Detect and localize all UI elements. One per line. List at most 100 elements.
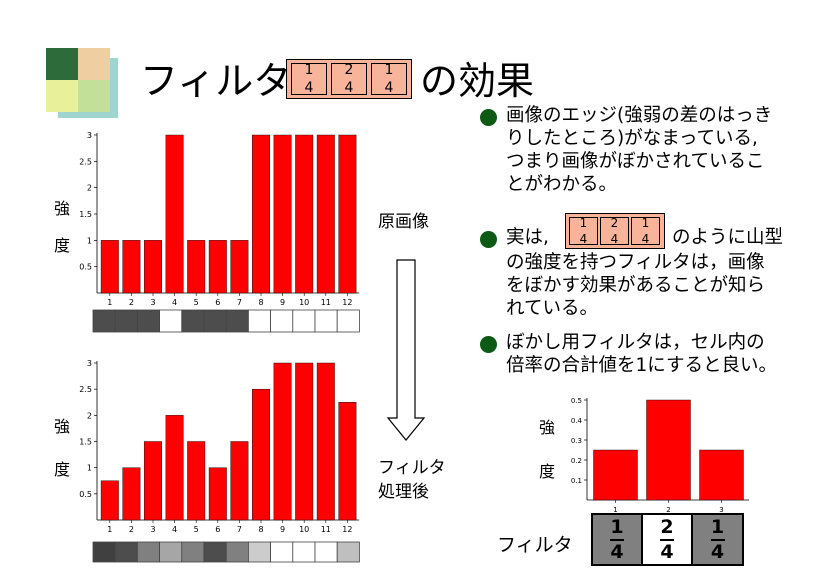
chart1-bar [208,240,227,294]
chart3-xtick-label: 3 [719,506,723,514]
chart2-ytick-label: 3 [87,359,92,368]
bottom-filter-label: フィルタ [497,534,573,556]
chart2-ytick-label: 1 [87,464,92,473]
chart2-xtick-label: 12 [342,525,352,534]
chart3-ylabel-top: 強 [539,418,556,437]
chart2-strip-cell [314,541,338,563]
chart3-bar [593,449,638,501]
chart2-bar [338,402,357,521]
chart1-strip-cell [136,309,160,333]
chart2-xtick-label: 9 [280,525,285,534]
chart1-xtick-label: 4 [172,298,177,307]
chart2-bar [273,362,292,521]
chart1-strip-cell [336,309,360,333]
chart1-strip-cell [292,309,316,333]
chart1-bar [252,134,270,294]
chart1-xtick-label: 2 [129,298,134,307]
chart2-xtick-label: 1 [107,525,112,534]
chart2-strip-cell [136,541,160,563]
chart3-ytick-label: 0.5 [571,397,582,405]
chart2-strip-cell [203,541,227,563]
chart2-strip-cell [270,541,294,563]
chart1-bar [295,134,314,294]
chart2-ytick-label: 2 [87,411,92,420]
chart1-bar [187,240,206,294]
chart1-xtick-label: 9 [280,298,285,307]
chart1-strip-cell [314,309,338,333]
chart1-ytick-label: 1 [87,236,92,245]
chart2-bar [144,441,162,521]
bullet-1-dot [480,109,497,126]
chart1-xtick-label: 1 [107,298,112,307]
chart2-xtick-label: 3 [150,525,155,534]
chart1-ytick-label: 3 [87,131,92,140]
chart1-strip-cell [92,309,116,333]
chart1-ytick-label: 2.5 [79,157,92,166]
chart2-strip-cell [159,541,183,563]
chart2-xtick-label: 11 [321,525,331,534]
chart1-ylabel-bottom: 度 [54,236,71,255]
chart3-ylabel-bottom: 度 [539,462,556,481]
chart1-xtick-label: 11 [321,298,331,307]
chart1-xtick-label: 10 [299,298,309,307]
label-processed-2: 処理後 [378,482,429,502]
chart2-bar [295,362,314,521]
chart2-bar [316,362,335,521]
chart2-xtick-label: 6 [215,525,220,534]
bullet-2-dot [480,231,497,248]
chart1-ytick-label: 1.5 [79,210,92,219]
chart2-strip-cell [336,541,360,563]
chart1-strip-cell [181,309,205,333]
chart2-ytick-label: 2.5 [79,385,92,394]
chart2-xtick-label: 8 [258,525,263,534]
chart1-ytick-label: 2 [87,184,92,193]
chart1-bar [273,134,292,294]
chart2-xtick-label: 5 [194,525,199,534]
chart1-bar [316,134,335,294]
chart2-xtick-label: 2 [129,525,134,534]
label-original: 原画像 [378,212,429,232]
chart2-xtick-label: 7 [237,525,242,534]
chart3-ytick-label: 0.4 [571,417,583,425]
chart3-ytick-label: 0.2 [571,457,582,465]
chart1-ytick-label: 0.5 [79,263,92,272]
chart1-bar [144,240,162,294]
chart1-bar [122,240,141,294]
bullet-3-dot [480,336,497,353]
chart1-bar [230,240,249,294]
chart2-xtick-label: 4 [172,525,177,534]
chart1-strip-cell [225,309,249,333]
chart2-strip-cell [292,541,316,563]
chart3-bar [699,449,744,501]
chart2-ylabel-bottom: 度 [54,460,71,479]
logo-squares [46,48,118,120]
chart2-bar [122,467,141,521]
chart1-bar [338,134,357,294]
chart2-ylabel-top: 強 [54,417,71,436]
chart1-strip-cell [247,309,271,333]
chart3-ytick-label: 0.3 [571,437,582,445]
chart2-strip-cell [225,541,249,563]
title-suffix: の効果 [420,59,535,103]
chart1-xtick-label: 7 [237,298,242,307]
chart2-bar [230,441,249,521]
chart2-bar [252,388,270,521]
chart1-xtick-label: 8 [258,298,263,307]
chart2-strip-cell [92,541,116,563]
chart1-xtick-label: 3 [150,298,155,307]
chart3-bar [646,399,691,501]
chart1-xtick-label: 5 [194,298,199,307]
chart1-strip-cell [203,309,227,333]
chart1-strip-cell [159,309,183,333]
chart2-bar [100,480,119,521]
chart1-ylabel-top: 強 [54,199,71,218]
